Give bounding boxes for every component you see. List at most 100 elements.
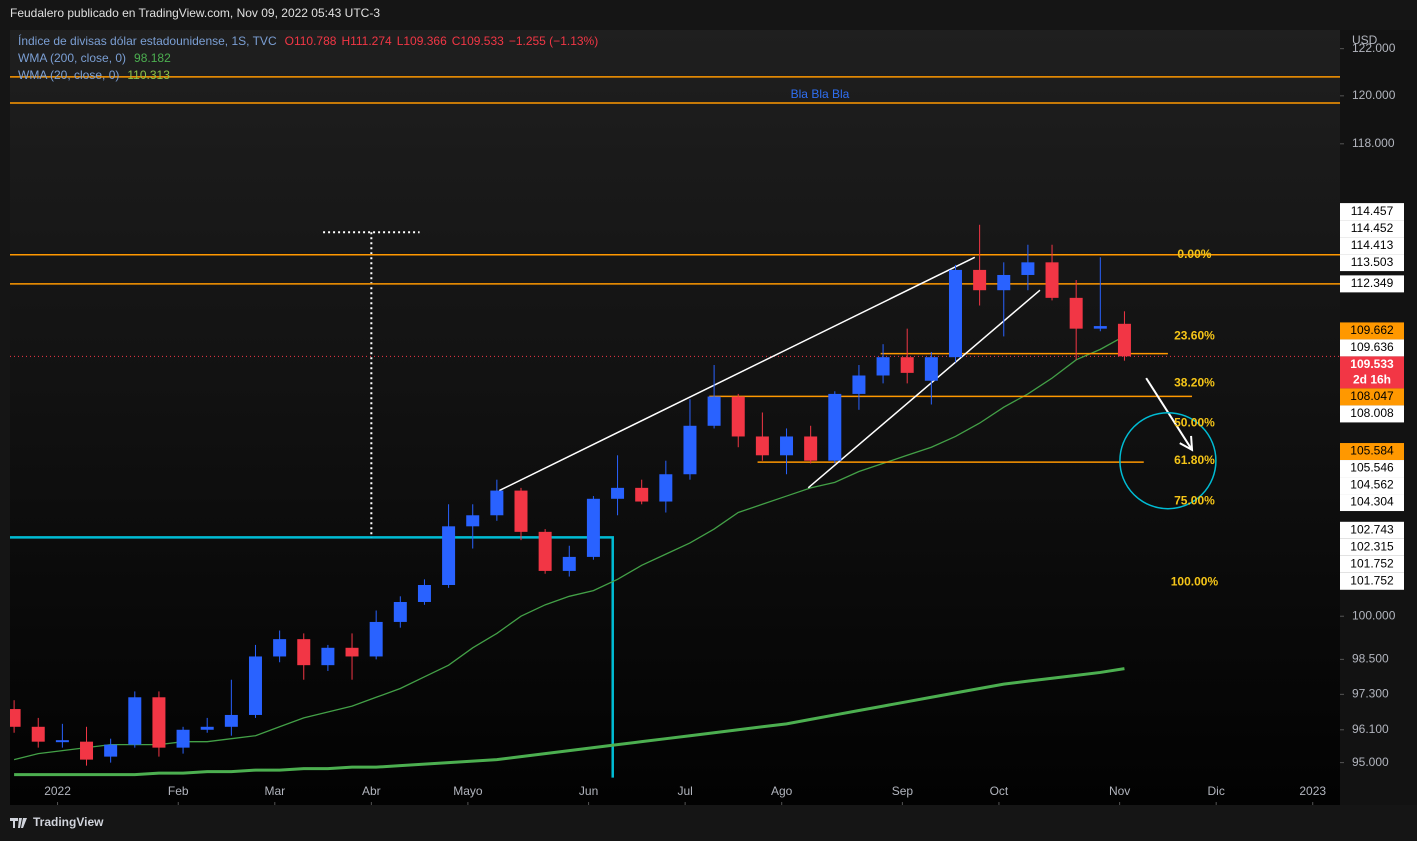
price-label-box [1340,220,1404,238]
candle-body [828,393,842,461]
candle-body [683,425,697,475]
candle-body [297,639,311,666]
candle-body [876,357,890,376]
candle-body [345,647,359,657]
price-label-box [1340,322,1404,340]
candle-body [997,274,1011,291]
y-tick-label: 120.000 [1352,88,1396,102]
cyan-box [10,536,614,778]
price-label-box [1340,254,1404,272]
header-title: Feudalero publicado en TradingView.com, … [10,6,380,20]
tv-logo [10,818,27,828]
price-label-box [1340,339,1404,357]
x-tick-label: Mayo [453,784,483,798]
price-label-box [1340,572,1404,590]
arrow-head [1179,435,1194,452]
price-label-box [1340,237,1404,255]
price-label-box [1340,555,1404,573]
legend-symbol: Índice de divisas dólar estadounidense, … [18,33,277,48]
currency: USD [1352,33,1378,47]
plot [10,76,1340,778]
candle-body [104,744,118,757]
price-label: 105.546 [1350,461,1394,475]
x-tick-label: Jun [579,784,598,798]
arrow [1145,377,1193,451]
candle-body [176,729,190,748]
legend-ohlc: H111.274 [341,34,392,48]
candle-body [514,490,528,532]
price-label: 108.047 [1350,389,1394,403]
x-tick-label: 2022 [44,784,71,798]
segment [807,289,1041,489]
x-tick-label: Mar [264,784,285,798]
legend-series: WMA (200, close, 0) [18,51,126,65]
candle-body [659,474,673,502]
price-label: 104.304 [1350,495,1394,509]
fib-label: 0.00% [1177,247,1211,261]
plot-area [10,30,1340,805]
price-label: 114.457 [1351,204,1394,218]
candle-body [1045,262,1059,298]
candle-body [55,740,69,743]
price-label: 108.008 [1350,406,1394,420]
candle-body [973,269,987,291]
candle-body [755,436,769,456]
candle-body [490,490,504,516]
fib-label: 75.00% [1174,494,1215,508]
x-tick-label: Ago [771,784,793,798]
candle-body [152,697,166,748]
candle-body [10,709,21,727]
fib-label: 61.80% [1174,453,1215,467]
candle-body [948,269,962,358]
candle-body [200,726,214,730]
price-label: 109.533 [1350,357,1394,371]
x-tick-label: Sep [892,784,914,798]
candle-body [1021,262,1035,275]
price-label-box [1340,356,1404,389]
candle-body [80,741,94,760]
candle-body [321,647,335,666]
legend-ohlc: L109.366 [397,34,447,48]
y-tick-label: 97.300 [1352,687,1389,701]
candle-body [31,726,45,742]
y-tick-label: 96.100 [1352,722,1389,736]
price-label: 105.584 [1350,444,1394,458]
legend-ohlc: −1.255 (−1.13%) [509,34,598,48]
legend-ohlc: O110.788 [285,34,337,48]
brand: TradingView [33,815,104,829]
price-label: 113.503 [1351,255,1394,269]
candle-body [1069,297,1083,329]
legend-value: 98.182 [134,51,171,65]
x-tick-label: Nov [1109,784,1130,798]
candle-body [224,714,238,727]
candle-body [466,515,480,527]
price-label: 109.636 [1350,340,1394,354]
price-label: 104.562 [1350,478,1394,492]
candle-body [1093,326,1107,329]
circle [1119,411,1217,510]
price-label-box [1340,405,1404,423]
price-label-box [1340,203,1404,221]
fib-label: 23.60% [1174,329,1215,343]
candle-body [128,697,142,745]
candle-body [707,396,721,426]
price-label: 102.315 [1350,539,1394,553]
candle-body [924,357,938,381]
y-tick-label: 122.000 [1352,41,1396,55]
price-label: 101.752 [1350,573,1394,587]
candle-body [780,436,794,456]
candle-body [804,436,818,461]
x-tick-label: 2023 [1299,784,1326,798]
y-tick-label: 100.000 [1352,608,1396,622]
price-label-box [1340,460,1404,478]
price-label-box [1340,494,1404,512]
y-tick-label: 98.500 [1352,652,1389,666]
fib-label: 38.20% [1174,376,1215,390]
candle-body [562,556,576,571]
candle-body [393,601,407,622]
wma-line [13,335,1125,761]
candle-body [273,639,287,657]
candle-body [442,526,456,585]
price-label-box [1340,388,1404,406]
